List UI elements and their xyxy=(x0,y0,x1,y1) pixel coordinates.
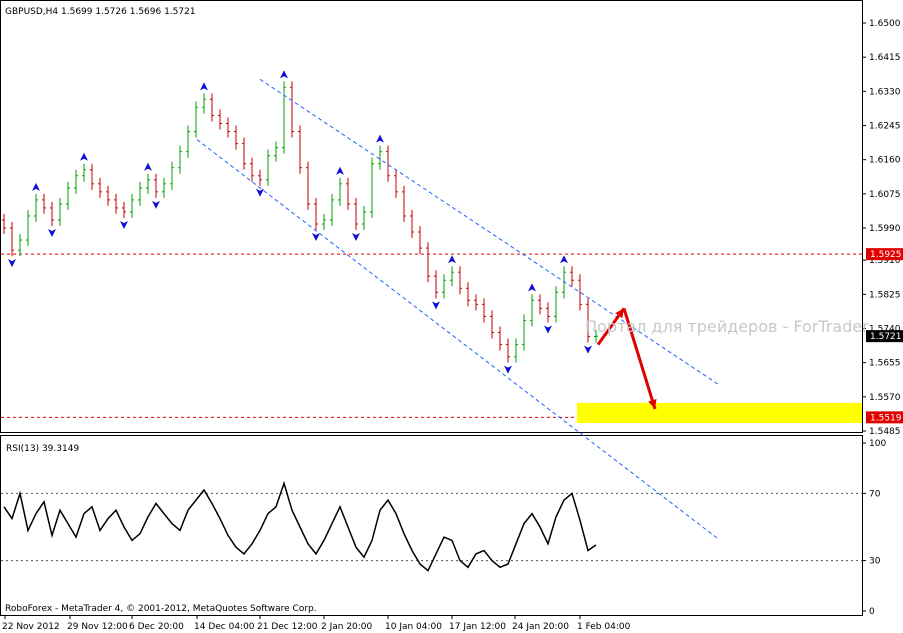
price-tick-label-10: 1.5655 xyxy=(869,359,901,369)
channel-line-upper xyxy=(259,78,719,385)
fractal-down-4 xyxy=(256,188,264,197)
fractal-down-10 xyxy=(584,345,592,354)
fractal-down-3 xyxy=(152,200,160,209)
rsi-tick-label-2: 30 xyxy=(869,557,881,567)
fractal-up-3 xyxy=(200,82,208,91)
fractal-up-2 xyxy=(144,162,152,171)
time-tick-label-7: 17 Jan 12:00 xyxy=(449,622,506,632)
rsi-label: RSI(13) 39.3149 xyxy=(6,444,79,454)
fractal-up-9 xyxy=(560,255,568,264)
fractal-up-4 xyxy=(280,70,288,79)
price-tick-label-3: 1.6245 xyxy=(869,122,901,132)
watermark: Портал для трейдеров - ForTrader xyxy=(585,317,869,336)
rsi-tick-label-1: 70 xyxy=(869,489,881,499)
fractal-up-7 xyxy=(448,255,456,264)
rsi-tick-label-3: 0 xyxy=(869,607,875,617)
forecast-arrow-up-head xyxy=(615,308,624,319)
price-label: 1.5721 xyxy=(870,332,902,342)
fractal-down-6 xyxy=(352,233,360,242)
time-tick-label-1: 29 Nov 12:00 xyxy=(67,622,128,632)
time-tick-label-6: 10 Jan 04:00 xyxy=(385,622,442,632)
time-tick-label-0: 22 Nov 2012 xyxy=(2,622,60,632)
forecast-arrow-down-head xyxy=(648,399,657,409)
footer-copyright: RoboForex - MetaTrader 4, © 2001-2012, M… xyxy=(5,604,317,614)
price-tick-label-5: 1.6075 xyxy=(869,190,901,200)
rsi-line xyxy=(3,480,597,572)
fractal-down-9 xyxy=(544,325,552,334)
forecast-arrow-down-shaft xyxy=(622,307,657,410)
channel-line-lower xyxy=(196,139,719,540)
chart-header: GBPUSD,H4 1.5699 1.5726 1.5696 1.5721 xyxy=(5,7,196,17)
fractal-down-2 xyxy=(120,220,128,229)
price-panel-frame xyxy=(0,0,863,433)
price-layer xyxy=(1,70,862,540)
price-tick-label-11: 1.5570 xyxy=(869,393,901,403)
level-label-0: 1.5925 xyxy=(870,250,902,260)
fractal-up-5 xyxy=(336,166,344,175)
price-tick-label-8: 1.5825 xyxy=(869,290,901,300)
price-label-box xyxy=(866,330,903,343)
fractal-up-1 xyxy=(80,152,88,161)
time-tick-label-8: 24 Jan 20:00 xyxy=(512,622,569,632)
price-tick-label-0: 1.6500 xyxy=(869,19,901,29)
fractal-down-0 xyxy=(8,259,16,268)
time-tick-label-3: 14 Dec 04:00 xyxy=(194,622,255,632)
fractal-down-7 xyxy=(432,301,440,310)
time-tick-label-4: 21 Dec 12:00 xyxy=(257,622,318,632)
rsi-tick-label-0: 100 xyxy=(869,439,886,449)
level-label-box-1 xyxy=(866,411,903,424)
level-label-box-0 xyxy=(866,248,903,261)
price-tick-label-12: 1.5485 xyxy=(869,427,901,437)
price-tick-label-9: 1.5740 xyxy=(869,324,901,334)
fractal-up-0 xyxy=(32,182,40,191)
fractal-down-8 xyxy=(504,365,512,374)
price-tick-label-4: 1.6160 xyxy=(869,156,901,166)
price-tick-label-7: 1.5910 xyxy=(869,256,901,266)
fractal-down-1 xyxy=(48,228,56,237)
target-zone xyxy=(577,402,862,423)
time-tick-label-5: 2 Jan 20:00 xyxy=(321,622,373,632)
axis-layer: 1.6500 1.6415 1.6330 1.6245 1.6160 1.6075 1.59… xyxy=(2,19,903,632)
fractal-up-6 xyxy=(376,134,384,143)
price-tick-label-2: 1.6330 xyxy=(869,87,901,97)
rsi-panel-frame xyxy=(0,435,863,616)
fractal-up-8 xyxy=(528,283,536,292)
level-label-1: 1.5519 xyxy=(870,413,902,423)
price-tick-label-1: 1.6415 xyxy=(869,53,901,63)
rsi-layer xyxy=(1,480,862,572)
fractal-down-5 xyxy=(312,233,320,242)
time-tick-label-9: 1 Feb 04:00 xyxy=(577,622,631,632)
time-tick-label-2: 6 Dec 20:00 xyxy=(129,622,184,632)
price-tick-label-6: 1.5990 xyxy=(869,224,901,234)
